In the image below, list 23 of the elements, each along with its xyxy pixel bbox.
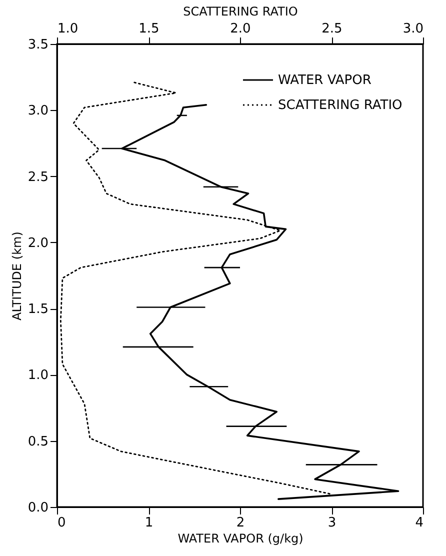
x2-tick-label: 1.5 [138, 22, 160, 36]
y-tick-label: 1.5 [28, 302, 48, 318]
y-tick-label: 3.0 [28, 104, 48, 119]
y-axis-title: ALTITUDE (km) [10, 232, 24, 320]
x2-tick-label: 2.5 [322, 22, 342, 36]
x-tick-label: 4 [415, 516, 424, 530]
x-tick-label: 3 [328, 516, 336, 530]
y-tick-label: 3.5 [28, 38, 48, 52]
y-tick-label: 0.0 [28, 500, 48, 516]
x-tick-label: 2 [236, 516, 245, 530]
legend-label: SCATTERING RATIO [278, 98, 402, 113]
x2-tick-label: 1.0 [58, 22, 78, 36]
x-tick-label: 1 [144, 516, 154, 530]
x-tick-label: 0 [58, 516, 66, 530]
x2-axis-title: SCATTERING RATIO [183, 4, 298, 18]
y-tick-label: 2.5 [28, 170, 48, 185]
y-tick-label: 1.0 [28, 368, 48, 384]
x2-tick-label: 2.0 [230, 22, 251, 36]
y-tick-label: 0.5 [28, 434, 48, 450]
legend-label: WATER VAPOR [278, 73, 372, 88]
y-tick-label: 2.0 [28, 236, 48, 251]
x2-tick-label: 3.0 [402, 22, 424, 36]
x-axis-title: WATER VAPOR (g/kg) [178, 532, 304, 546]
